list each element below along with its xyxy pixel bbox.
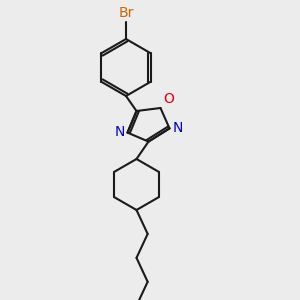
- Text: N: N: [114, 125, 124, 139]
- Text: N: N: [172, 122, 183, 135]
- Text: Br: Br: [118, 6, 134, 20]
- Text: O: O: [163, 92, 174, 106]
